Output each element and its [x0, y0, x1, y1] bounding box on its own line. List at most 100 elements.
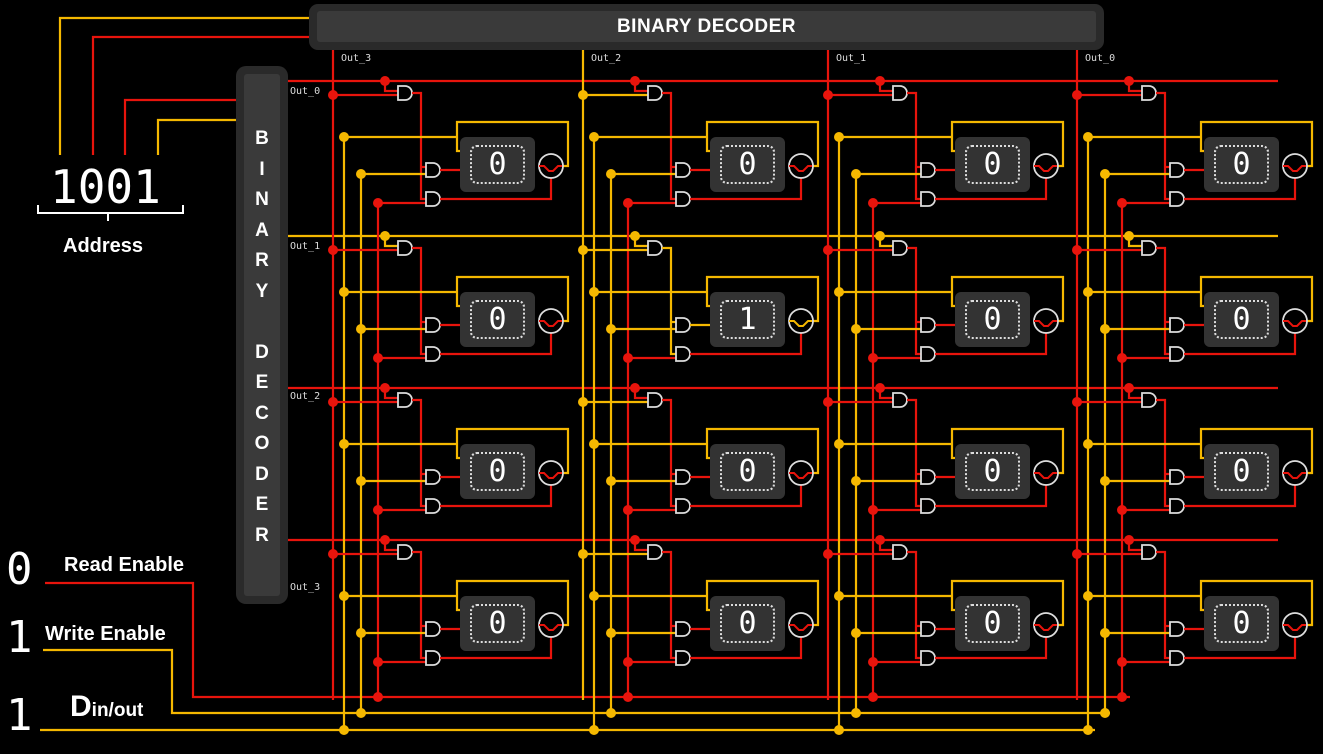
address-label: Address — [63, 235, 144, 257]
feedback-wire — [1199, 427, 1314, 475]
junction-dot — [578, 549, 588, 559]
memory-cell-value: 0 — [1214, 145, 1269, 184]
memory-cell[interactable]: 0 — [955, 292, 1030, 347]
and-gate-icon — [425, 317, 441, 333]
and-gate-icon — [892, 85, 908, 101]
junction-dot — [623, 505, 633, 515]
and-gate-icon — [1141, 85, 1157, 101]
transistor-junction — [1034, 624, 1057, 631]
transistor-junction — [789, 624, 812, 631]
transistor-junction — [539, 472, 562, 479]
read-enable-wire — [45, 581, 1130, 699]
read-gate-output — [690, 478, 803, 508]
junction-dot — [589, 439, 599, 449]
memory-cell[interactable]: 0 — [1204, 292, 1279, 347]
junction-dot — [851, 708, 861, 718]
and-gate-icon — [675, 162, 691, 178]
junction-dot — [623, 198, 633, 208]
top-binary-decoder: BINARY DECODER — [309, 4, 1104, 50]
junction-dot — [834, 132, 844, 142]
feedback-wire — [705, 427, 820, 475]
and-gate-icon — [675, 621, 691, 637]
side-decoder-letter: R — [255, 524, 269, 546]
and-gate-icon — [397, 544, 413, 560]
junction-dot — [823, 549, 833, 559]
junction-dot — [1083, 132, 1093, 142]
junction-dot — [380, 383, 390, 393]
memory-cell[interactable]: 1 — [710, 292, 785, 347]
junction-dot — [356, 324, 366, 334]
junction-dot — [875, 231, 885, 241]
memory-cell[interactable]: 0 — [1204, 137, 1279, 192]
and-gate-icon — [647, 85, 663, 101]
memory-cell-value: 0 — [720, 145, 775, 184]
data-label-main: D — [70, 690, 92, 723]
memory-cell[interactable]: 0 — [955, 444, 1030, 499]
read-gate-output — [690, 326, 803, 356]
junction-dot — [834, 439, 844, 449]
read-gate-output — [440, 478, 553, 508]
memory-cell[interactable]: 0 — [460, 137, 535, 192]
read-gate-output — [690, 630, 803, 660]
and-gate-icon — [1169, 498, 1185, 514]
memory-cell[interactable]: 0 — [955, 137, 1030, 192]
read-gate-output — [935, 630, 1048, 660]
side-decoder-letter: E — [255, 494, 269, 515]
feedback-wire — [950, 275, 1065, 323]
read-gate-output — [1184, 630, 1297, 660]
read-gate-output — [440, 326, 553, 356]
select-wire — [412, 550, 426, 660]
junction-dot — [1100, 708, 1110, 718]
junction-dot — [868, 198, 878, 208]
select-wire — [412, 91, 426, 201]
and-gate-icon — [1169, 650, 1185, 666]
junction-dot — [1117, 198, 1127, 208]
memory-cell[interactable]: 0 — [1204, 596, 1279, 651]
select-wire — [412, 398, 426, 508]
memory-cell[interactable]: 0 — [460, 292, 535, 347]
transistor-junction — [539, 624, 562, 631]
memory-cell-value: 0 — [965, 300, 1020, 339]
memory-cell-value: 0 — [965, 145, 1020, 184]
select-wire — [412, 246, 426, 356]
data-toggle[interactable]: 1 — [6, 690, 33, 741]
select-wire — [1156, 91, 1170, 201]
junction-dot — [1100, 628, 1110, 638]
write-enable-toggle[interactable]: 1 — [6, 612, 33, 663]
memory-cell[interactable]: 0 — [460, 444, 535, 499]
junction-dot — [1072, 245, 1082, 255]
junction-dot — [578, 90, 588, 100]
memory-cell[interactable]: 0 — [955, 596, 1030, 651]
memory-cell[interactable]: 0 — [460, 596, 535, 651]
feedback-wire — [455, 579, 570, 627]
junction-dot — [1072, 90, 1082, 100]
and-gate-icon — [920, 621, 936, 637]
and-gate-icon — [1169, 469, 1185, 485]
memory-cell[interactable]: 0 — [710, 444, 785, 499]
and-gate-icon — [920, 346, 936, 362]
junction-dot — [356, 476, 366, 486]
memory-cell[interactable]: 0 — [1204, 444, 1279, 499]
junction-dot — [606, 476, 616, 486]
junction-dot — [1117, 353, 1127, 363]
junction-dot — [630, 535, 640, 545]
memory-cell[interactable]: 0 — [710, 137, 785, 192]
select-wire — [907, 550, 921, 660]
address-bit-3-wire — [58, 16, 310, 155]
transistor-junction — [789, 472, 812, 479]
junction-dot — [875, 535, 885, 545]
address-value[interactable]: 1001 — [50, 160, 161, 214]
junction-dot — [1083, 725, 1093, 735]
top-decoder-title: BINARY DECODER — [317, 11, 1096, 42]
and-gate-icon — [647, 544, 663, 560]
read-enable-toggle[interactable]: 0 — [6, 544, 33, 595]
memory-cell[interactable]: 0 — [710, 596, 785, 651]
junction-dot — [851, 324, 861, 334]
and-gate-icon — [1141, 240, 1157, 256]
column-output-label: Out_3 — [341, 53, 372, 64]
select-wire — [1156, 550, 1170, 660]
address-bit-0-wire — [156, 118, 236, 155]
data-label: Din/out — [70, 690, 143, 724]
junction-dot — [339, 132, 349, 142]
